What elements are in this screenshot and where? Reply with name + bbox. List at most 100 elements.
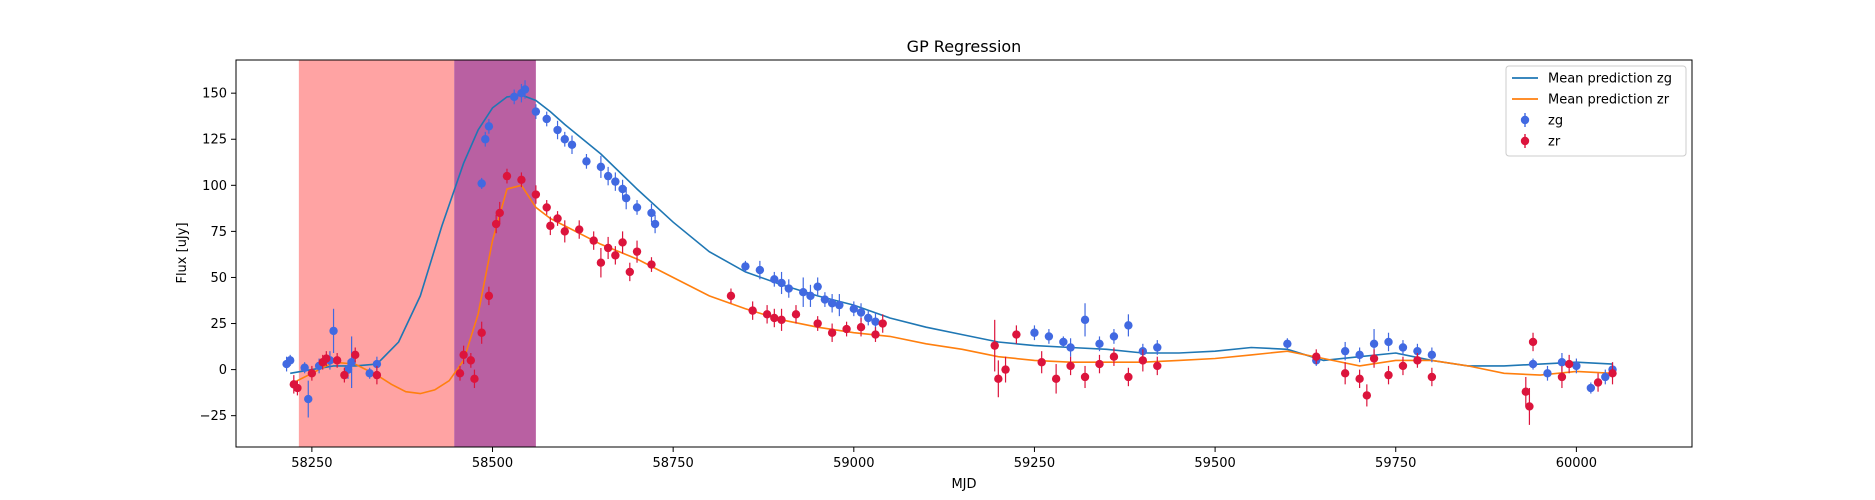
data-point <box>520 85 530 94</box>
data-point <box>560 227 569 236</box>
data-point <box>470 374 479 384</box>
data-point <box>307 369 317 378</box>
data-point <box>1593 378 1603 387</box>
data-point <box>372 359 382 369</box>
data-point <box>582 157 591 166</box>
data-point <box>1362 391 1372 400</box>
data-point <box>632 203 642 212</box>
data-point <box>1080 372 1090 382</box>
data-point <box>849 304 859 313</box>
data-point <box>777 278 786 288</box>
data-point <box>517 175 526 184</box>
data-point <box>1521 387 1531 396</box>
data-point <box>871 317 880 326</box>
shaded-regions <box>298 60 536 447</box>
data-point <box>625 267 635 277</box>
x-tick-label: 58250 <box>291 456 332 471</box>
y-tick-label: −25 <box>200 409 227 424</box>
data-point <box>618 184 627 194</box>
shaded-region-2 <box>454 60 536 447</box>
data-point <box>1044 332 1054 341</box>
data-point <box>502 171 512 181</box>
data-point <box>820 295 830 304</box>
legend-label: Mean prediction zg <box>1548 72 1672 87</box>
data-point <box>1124 372 1133 382</box>
legend-box <box>1505 65 1687 157</box>
data-point <box>1608 369 1617 378</box>
data-point <box>611 177 620 186</box>
data-point <box>856 323 866 332</box>
legend-entry-mean-prediction-zr: Mean prediction zr <box>1512 93 1670 108</box>
data-point <box>813 319 822 328</box>
legend-entry-zg: zg <box>1520 113 1563 129</box>
legend-swatch-marker <box>1520 115 1530 125</box>
x-tick-label: 58500 <box>472 456 513 471</box>
data-point <box>531 107 541 116</box>
shaded-region-1 <box>298 60 455 447</box>
data-point <box>553 214 562 223</box>
data-point <box>575 225 584 234</box>
series-points-zr <box>289 168 1617 425</box>
data-point <box>466 356 476 365</box>
data-point <box>1384 370 1393 380</box>
data-point <box>1355 350 1364 360</box>
data-point <box>1427 350 1437 360</box>
legend: Mean prediction zg Mean prediction zr zg zr <box>1505 65 1687 157</box>
data-point <box>484 122 494 131</box>
data-point <box>1525 402 1534 411</box>
legend-label: zg <box>1548 114 1563 129</box>
data-point <box>856 308 866 317</box>
data-point <box>1586 383 1596 393</box>
data-point <box>589 236 598 245</box>
x-tick-label: 59750 <box>1375 456 1416 471</box>
data-point <box>1340 346 1350 356</box>
x-tick-label: 60000 <box>1556 456 1597 471</box>
data-point <box>1398 343 1408 352</box>
data-point <box>322 354 331 363</box>
data-point <box>477 179 486 188</box>
x-tick-label: 58750 <box>652 456 693 471</box>
plot-frame <box>235 59 1693 448</box>
data-point <box>842 324 851 334</box>
data-point <box>806 291 815 301</box>
data-point <box>329 326 338 336</box>
data-point <box>1138 356 1148 365</box>
data-point <box>827 299 837 308</box>
data-point <box>813 282 822 291</box>
data-point <box>1601 372 1610 382</box>
data-point <box>1413 356 1422 365</box>
data-point <box>1340 369 1350 378</box>
y-axis: −25 0 25 50 75 100 125 150 <box>200 87 236 424</box>
data-point <box>531 190 541 199</box>
data-point <box>553 125 562 135</box>
data-point <box>372 370 382 380</box>
data-point <box>1109 332 1119 341</box>
data-point <box>784 284 793 293</box>
data-point <box>1369 339 1379 348</box>
data-point <box>1095 359 1104 369</box>
y-tick-label: 25 <box>210 317 227 332</box>
data-point <box>1283 339 1292 348</box>
series-layer <box>282 80 1617 425</box>
data-point <box>748 306 757 315</box>
legend-entry-zr: zr <box>1520 134 1561 150</box>
legend-entry-mean-prediction-zg: Mean prediction zg <box>1512 72 1672 87</box>
y-tick-label: 75 <box>210 225 227 240</box>
chart-title: GP Regression <box>907 37 1022 56</box>
data-point <box>1153 361 1162 371</box>
data-point <box>1557 358 1567 367</box>
data-point <box>542 203 551 212</box>
data-point <box>484 291 494 301</box>
data-point <box>477 328 486 337</box>
data-point <box>596 162 606 172</box>
y-tick-label: 0 <box>219 363 227 378</box>
data-point <box>1312 352 1321 361</box>
x-axis-label: MJD <box>951 477 976 492</box>
data-point <box>770 275 779 284</box>
data-point <box>871 330 880 339</box>
data-point <box>351 350 360 360</box>
y-tick-label: 50 <box>210 271 227 286</box>
data-point <box>1369 354 1379 363</box>
y-tick-label: 125 <box>202 133 227 148</box>
data-point <box>611 251 620 260</box>
